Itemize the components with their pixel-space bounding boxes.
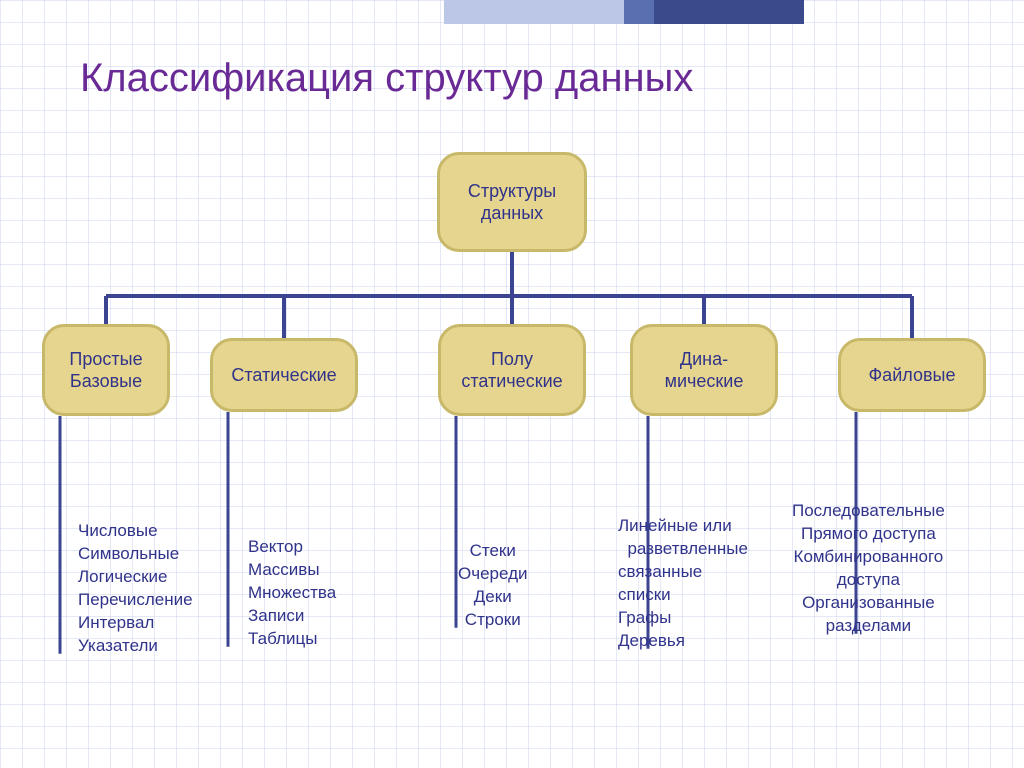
sublist-3: Линейные или разветвленные связанные спи…	[618, 515, 748, 653]
top-accent	[444, 0, 804, 24]
child-node-4: Файловые	[838, 338, 986, 412]
slide: Классификация структур данных Структурыд…	[0, 0, 1024, 768]
sublist-4: Последовательные Прямого доступа Комбини…	[792, 500, 945, 638]
sublist-1: Вектор Массивы Множества Записи Таблицы	[248, 536, 336, 651]
child-node-3: Дина-мические	[630, 324, 778, 416]
child-node-0: ПростыеБазовые	[42, 324, 170, 416]
sublist-0: Числовые Символьные Логические Перечисле…	[78, 520, 193, 658]
page-title: Классификация структур данных	[80, 56, 693, 101]
child-node-2: Полустатические	[438, 324, 586, 416]
child-node-1: Статические	[210, 338, 358, 412]
root-node: Структурыданных	[437, 152, 587, 252]
sublist-2: Стеки Очереди Деки Строки	[458, 540, 528, 632]
